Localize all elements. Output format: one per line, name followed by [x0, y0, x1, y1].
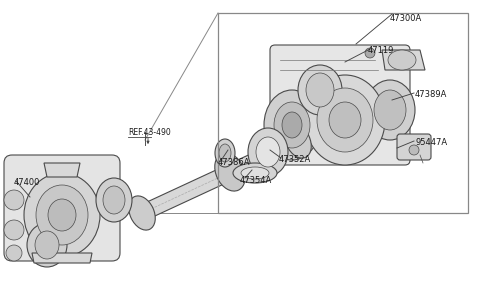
FancyBboxPatch shape [4, 155, 120, 261]
Ellipse shape [306, 73, 334, 107]
Ellipse shape [36, 185, 88, 245]
Text: 47354A: 47354A [240, 176, 272, 185]
Ellipse shape [256, 137, 280, 167]
Ellipse shape [282, 112, 302, 138]
Text: 47389A: 47389A [415, 90, 447, 99]
Circle shape [365, 48, 375, 58]
Polygon shape [134, 132, 305, 222]
FancyBboxPatch shape [270, 45, 410, 165]
Ellipse shape [27, 223, 67, 267]
Text: 47300A: 47300A [390, 14, 422, 23]
Text: 47352A: 47352A [279, 155, 311, 164]
Ellipse shape [96, 178, 132, 222]
Polygon shape [44, 163, 80, 177]
Ellipse shape [103, 186, 125, 214]
Ellipse shape [215, 153, 245, 191]
Ellipse shape [388, 50, 416, 70]
Ellipse shape [129, 196, 155, 230]
Ellipse shape [219, 144, 231, 162]
Text: 47400: 47400 [14, 178, 40, 187]
Ellipse shape [329, 102, 361, 138]
Ellipse shape [285, 124, 311, 158]
Ellipse shape [298, 65, 342, 115]
Text: 47119: 47119 [368, 46, 395, 55]
Ellipse shape [264, 90, 320, 160]
Polygon shape [32, 253, 92, 263]
Text: 47386A: 47386A [218, 158, 251, 167]
Ellipse shape [317, 88, 373, 152]
Ellipse shape [48, 199, 76, 231]
Text: REF.43-490: REF.43-490 [128, 128, 171, 137]
Ellipse shape [35, 231, 59, 259]
Ellipse shape [305, 75, 385, 165]
Ellipse shape [365, 80, 415, 140]
Circle shape [4, 190, 24, 210]
Circle shape [409, 145, 419, 155]
Ellipse shape [374, 90, 406, 130]
Polygon shape [382, 50, 425, 70]
Circle shape [4, 220, 24, 240]
FancyBboxPatch shape [397, 134, 431, 160]
Ellipse shape [215, 139, 235, 167]
Ellipse shape [24, 173, 100, 257]
Ellipse shape [241, 167, 269, 179]
Circle shape [6, 245, 22, 261]
Ellipse shape [233, 163, 277, 183]
Text: 95447A: 95447A [415, 138, 447, 147]
Ellipse shape [248, 128, 288, 176]
Ellipse shape [274, 102, 310, 148]
